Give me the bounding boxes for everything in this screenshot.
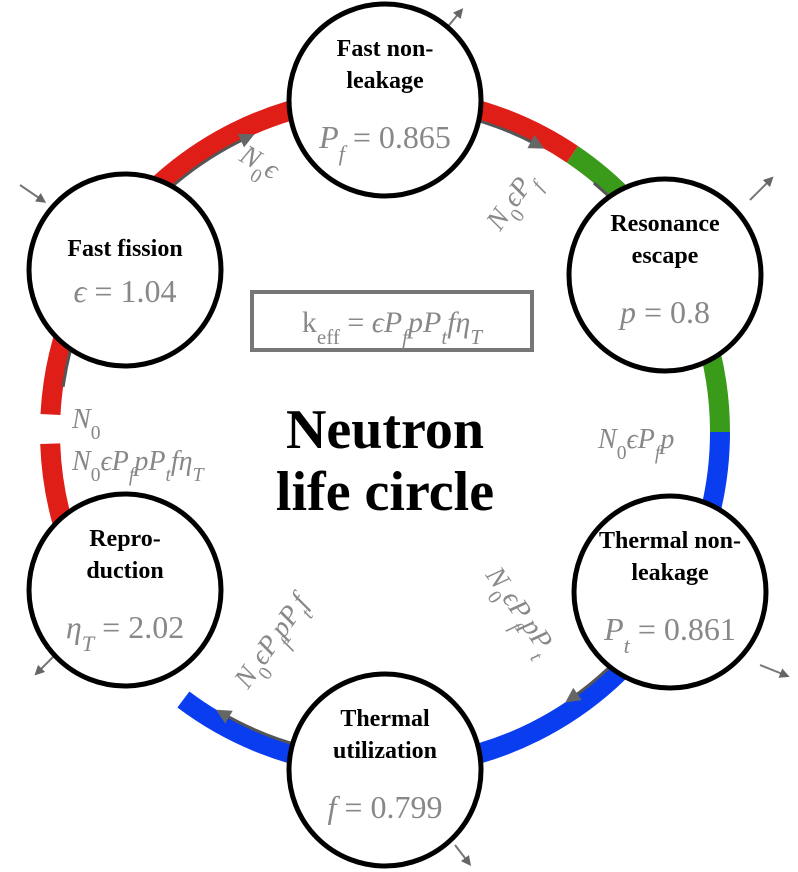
text-part: pP: [406, 306, 441, 339]
text-part: P: [603, 611, 624, 647]
text-part: f: [655, 443, 663, 464]
text-part: f: [402, 325, 411, 349]
text-part: pP: [132, 446, 165, 477]
text-part: = 1.04: [86, 273, 176, 309]
center-title: life circle: [276, 461, 494, 523]
node-title: Resonance: [610, 211, 720, 237]
text-part: p: [658, 424, 674, 455]
text-part: 0: [91, 465, 101, 486]
text-part: p: [618, 294, 636, 330]
text-part: ϵP: [372, 306, 402, 339]
text-part: = 0.865: [345, 119, 451, 155]
text-part: = 2.02: [94, 609, 184, 645]
text-part: = 0.799: [336, 789, 442, 825]
center-title: Neutron: [286, 399, 484, 461]
node-title: Repro-: [89, 526, 161, 552]
node-title: leakage: [346, 68, 424, 94]
text-part: 0: [91, 423, 101, 444]
node-formula: Pt = 0.861: [603, 611, 736, 658]
node-circle: [286, 671, 484, 869]
node-title: duction: [86, 558, 163, 584]
node-circle: [286, 1, 484, 199]
edge-label: N0ϵPfp: [597, 424, 674, 464]
text-part: ϵP: [626, 424, 654, 455]
node-circle: [26, 171, 224, 369]
node-title: Fast non-: [337, 36, 434, 62]
text-part: ϵP: [497, 172, 539, 213]
text-part: fη: [447, 306, 470, 339]
text-part: f: [339, 141, 348, 166]
node-title: leakage: [631, 560, 709, 586]
edge-label: N0: [71, 404, 101, 444]
edge-label: N0ϵ: [229, 139, 286, 194]
text-part: T: [193, 465, 206, 486]
text-part: η: [66, 609, 82, 645]
text-part: P: [318, 119, 339, 155]
labels: Fast non-leakage Pf = 0.865 Resonance escap…: [26, 1, 769, 869]
node-formula: f = 0.799: [328, 789, 443, 825]
text-part: N: [71, 404, 92, 435]
text-part: N: [597, 424, 618, 455]
text-part: k: [302, 306, 317, 339]
node-circle: [566, 176, 764, 374]
node-formula: ηT = 2.02: [66, 609, 184, 656]
text-part: t: [165, 465, 171, 486]
node-formula: p = 0.8: [618, 294, 710, 330]
node-formula: Pf = 0.865: [318, 119, 451, 166]
text-part: = 0.8: [636, 294, 710, 330]
text-part: = 0.861: [630, 611, 736, 647]
text-part: 0: [617, 443, 627, 464]
edge-label: N0ϵPfpPtf: [228, 586, 324, 699]
edge-label: N0ϵPfpPt: [472, 560, 562, 665]
node-title: Thermal non-: [599, 528, 741, 554]
text-part: ϵ: [74, 273, 88, 309]
text-part: =: [340, 306, 372, 339]
node-title: escape: [632, 243, 699, 269]
text-part: fη: [171, 446, 193, 477]
edge-label: N0ϵPfpPtfηT: [71, 446, 206, 486]
keff-formula: keff = ϵPfpPtfηT: [302, 306, 484, 349]
text-part: T: [470, 325, 483, 349]
text-part: ϵP: [100, 446, 128, 477]
node-title: Fast fission: [67, 236, 182, 262]
text-part: t: [624, 633, 631, 658]
edge-label: N0ϵPf: [480, 165, 550, 242]
node-formula: ϵ = 1.04: [74, 273, 177, 309]
node-circle: [571, 493, 769, 691]
node-title: utilization: [333, 738, 437, 764]
keff-box: [250, 290, 534, 352]
node-title: Thermal: [340, 706, 430, 732]
node-circle: [26, 491, 224, 689]
text-part: eff: [317, 325, 340, 349]
text-part: t: [441, 325, 448, 349]
text-part: T: [82, 631, 96, 656]
text-part: N: [71, 446, 92, 477]
text-part: f: [129, 465, 137, 486]
